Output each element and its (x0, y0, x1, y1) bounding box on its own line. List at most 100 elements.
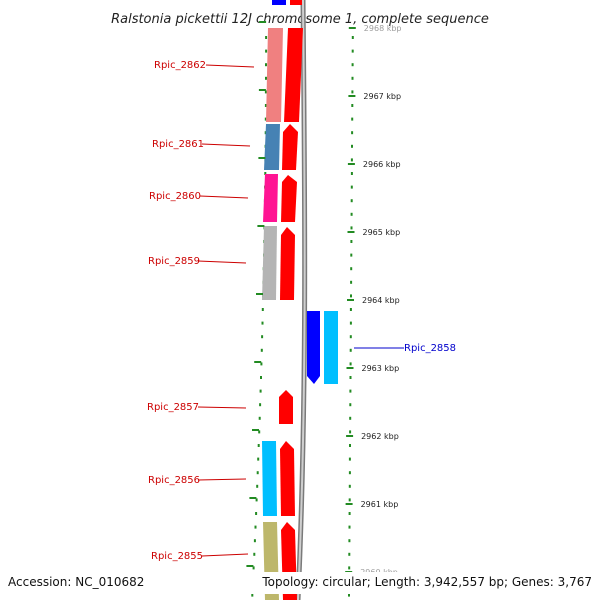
scale-dot (251, 593, 254, 597)
scale-label: 2967 kbp (363, 92, 401, 101)
gene-rpic-2856-feature (262, 441, 277, 516)
gene-rpic-2856-cds (280, 441, 295, 516)
scale-dot (261, 308, 264, 311)
scale-dot (255, 512, 258, 515)
gene-label-rpic-2855: Rpic_2855 (151, 551, 203, 562)
gene-rpic-2860-feature (263, 174, 278, 222)
scale-dot (349, 430, 352, 434)
gene-label-rpic-2856: Rpic_2856 (148, 475, 200, 486)
gene-rpic-2861[interactable]: Rpic_2861 (152, 124, 298, 170)
accession-label: Accession: NC_010682 (8, 575, 144, 589)
scale-dot (349, 348, 352, 352)
scale-label: 2968 kbp (364, 24, 402, 33)
gene-rpic-2861-cds (282, 124, 298, 170)
scale-dot (349, 321, 352, 325)
scale-label: 2964 kbp (362, 296, 400, 305)
gene-rpic-2859-cds (280, 227, 295, 300)
gene-rpic-2860-cds (281, 175, 297, 222)
scale-dot (259, 403, 262, 407)
scale-dot (348, 484, 351, 488)
gene-top-partial (272, 0, 286, 5)
scale-dot (349, 376, 352, 379)
scale-dot (349, 389, 352, 393)
scale-dot (349, 416, 352, 420)
scale-dot (349, 444, 351, 447)
gene-label-rpic-2859: Rpic_2859 (148, 256, 200, 267)
scale-dot (350, 294, 352, 298)
scale-dot (253, 552, 256, 556)
gene-rpic-2857[interactable]: Rpic_2857 (147, 390, 293, 424)
scale-dot (348, 457, 351, 461)
scale-dot (256, 484, 259, 488)
scale-label: 2965 kbp (363, 228, 401, 237)
scale-dot (351, 131, 354, 135)
scale-dot (350, 185, 353, 189)
scale-dot (350, 199, 353, 203)
scale-dot (348, 525, 351, 529)
scale-dot (264, 104, 267, 107)
scale-dot (348, 498, 351, 502)
scale-dot (348, 512, 351, 515)
scale-dot (257, 457, 260, 461)
scale-dot (264, 172, 267, 175)
scale-dot (351, 117, 354, 121)
scale-dot (253, 539, 256, 543)
scale-dot (348, 539, 351, 543)
gene-label-rpic-2860: Rpic_2860 (149, 191, 201, 202)
gene-rpic-2859[interactable]: Rpic_2859 (148, 226, 295, 300)
scale-dot (265, 36, 268, 39)
scale-dot (351, 144, 353, 148)
scale-dot (349, 335, 352, 339)
scale-dot (265, 63, 267, 67)
scale-dot (349, 308, 352, 311)
scale-dot (260, 376, 262, 379)
gene-rpic-2862-feature (266, 28, 283, 122)
scale-dot (348, 471, 351, 475)
map-title: Ralstonia pickettii 12J chromosome 1, co… (111, 12, 489, 27)
gene-rpic-2858-feature (324, 311, 338, 384)
topology-label: Topology: circular; Length: 3,942,557 bp… (261, 575, 592, 589)
scale-dot (351, 90, 354, 94)
scale-dot (348, 593, 350, 597)
scale-dot (351, 76, 354, 80)
scale-dot (261, 321, 264, 325)
gene-label-rpic-2861: Rpic_2861 (152, 139, 204, 150)
scale-dot (261, 335, 264, 339)
scale-dot (260, 362, 263, 366)
scale-dot (252, 566, 255, 570)
scale-label: 2962 kbp (361, 432, 399, 441)
footer-strip (0, 572, 600, 594)
scale-dot (260, 348, 263, 352)
scale-dot (265, 49, 268, 53)
gene-label-rpic-2858: Rpic_2858 (404, 343, 456, 354)
gene-label-rpic-2862: Rpic_2862 (154, 60, 206, 71)
gene-label-rpic-2857: Rpic_2857 (147, 402, 199, 413)
scale-dot (348, 552, 351, 556)
scale-dot (351, 104, 354, 107)
gene-rpic-2861-feature (264, 124, 280, 170)
gene-rpic-2858[interactable]: Rpic_2858 (307, 311, 456, 384)
scale-dot (265, 76, 267, 80)
gene-rpic-2859-feature (262, 226, 277, 300)
scale-dot (351, 49, 354, 53)
scale-dot (259, 389, 262, 393)
gene-rpic-2860[interactable]: Rpic_2860 (149, 174, 297, 222)
scale-dot (350, 172, 353, 175)
scale-dot (348, 566, 351, 570)
scale-dot (350, 226, 353, 230)
scale-dot (350, 158, 353, 162)
scale-dot (258, 430, 261, 434)
gene-rpic-2857-cds (279, 390, 293, 424)
gene-rpic-2862-cds (284, 28, 303, 122)
scale-dot (255, 498, 258, 502)
scale-dot (258, 416, 261, 420)
gene-rpic-2856[interactable]: Rpic_2856 (148, 441, 295, 516)
scale-dot (350, 253, 353, 257)
gene-rpic-2862[interactable]: Rpic_2862 (154, 28, 303, 122)
scale-label: 2961 kbp (361, 500, 399, 509)
scale-dot (257, 444, 260, 447)
gene-rpic-2858-cds (307, 311, 320, 384)
scale-dot (264, 117, 267, 121)
scale-dot (349, 362, 352, 366)
